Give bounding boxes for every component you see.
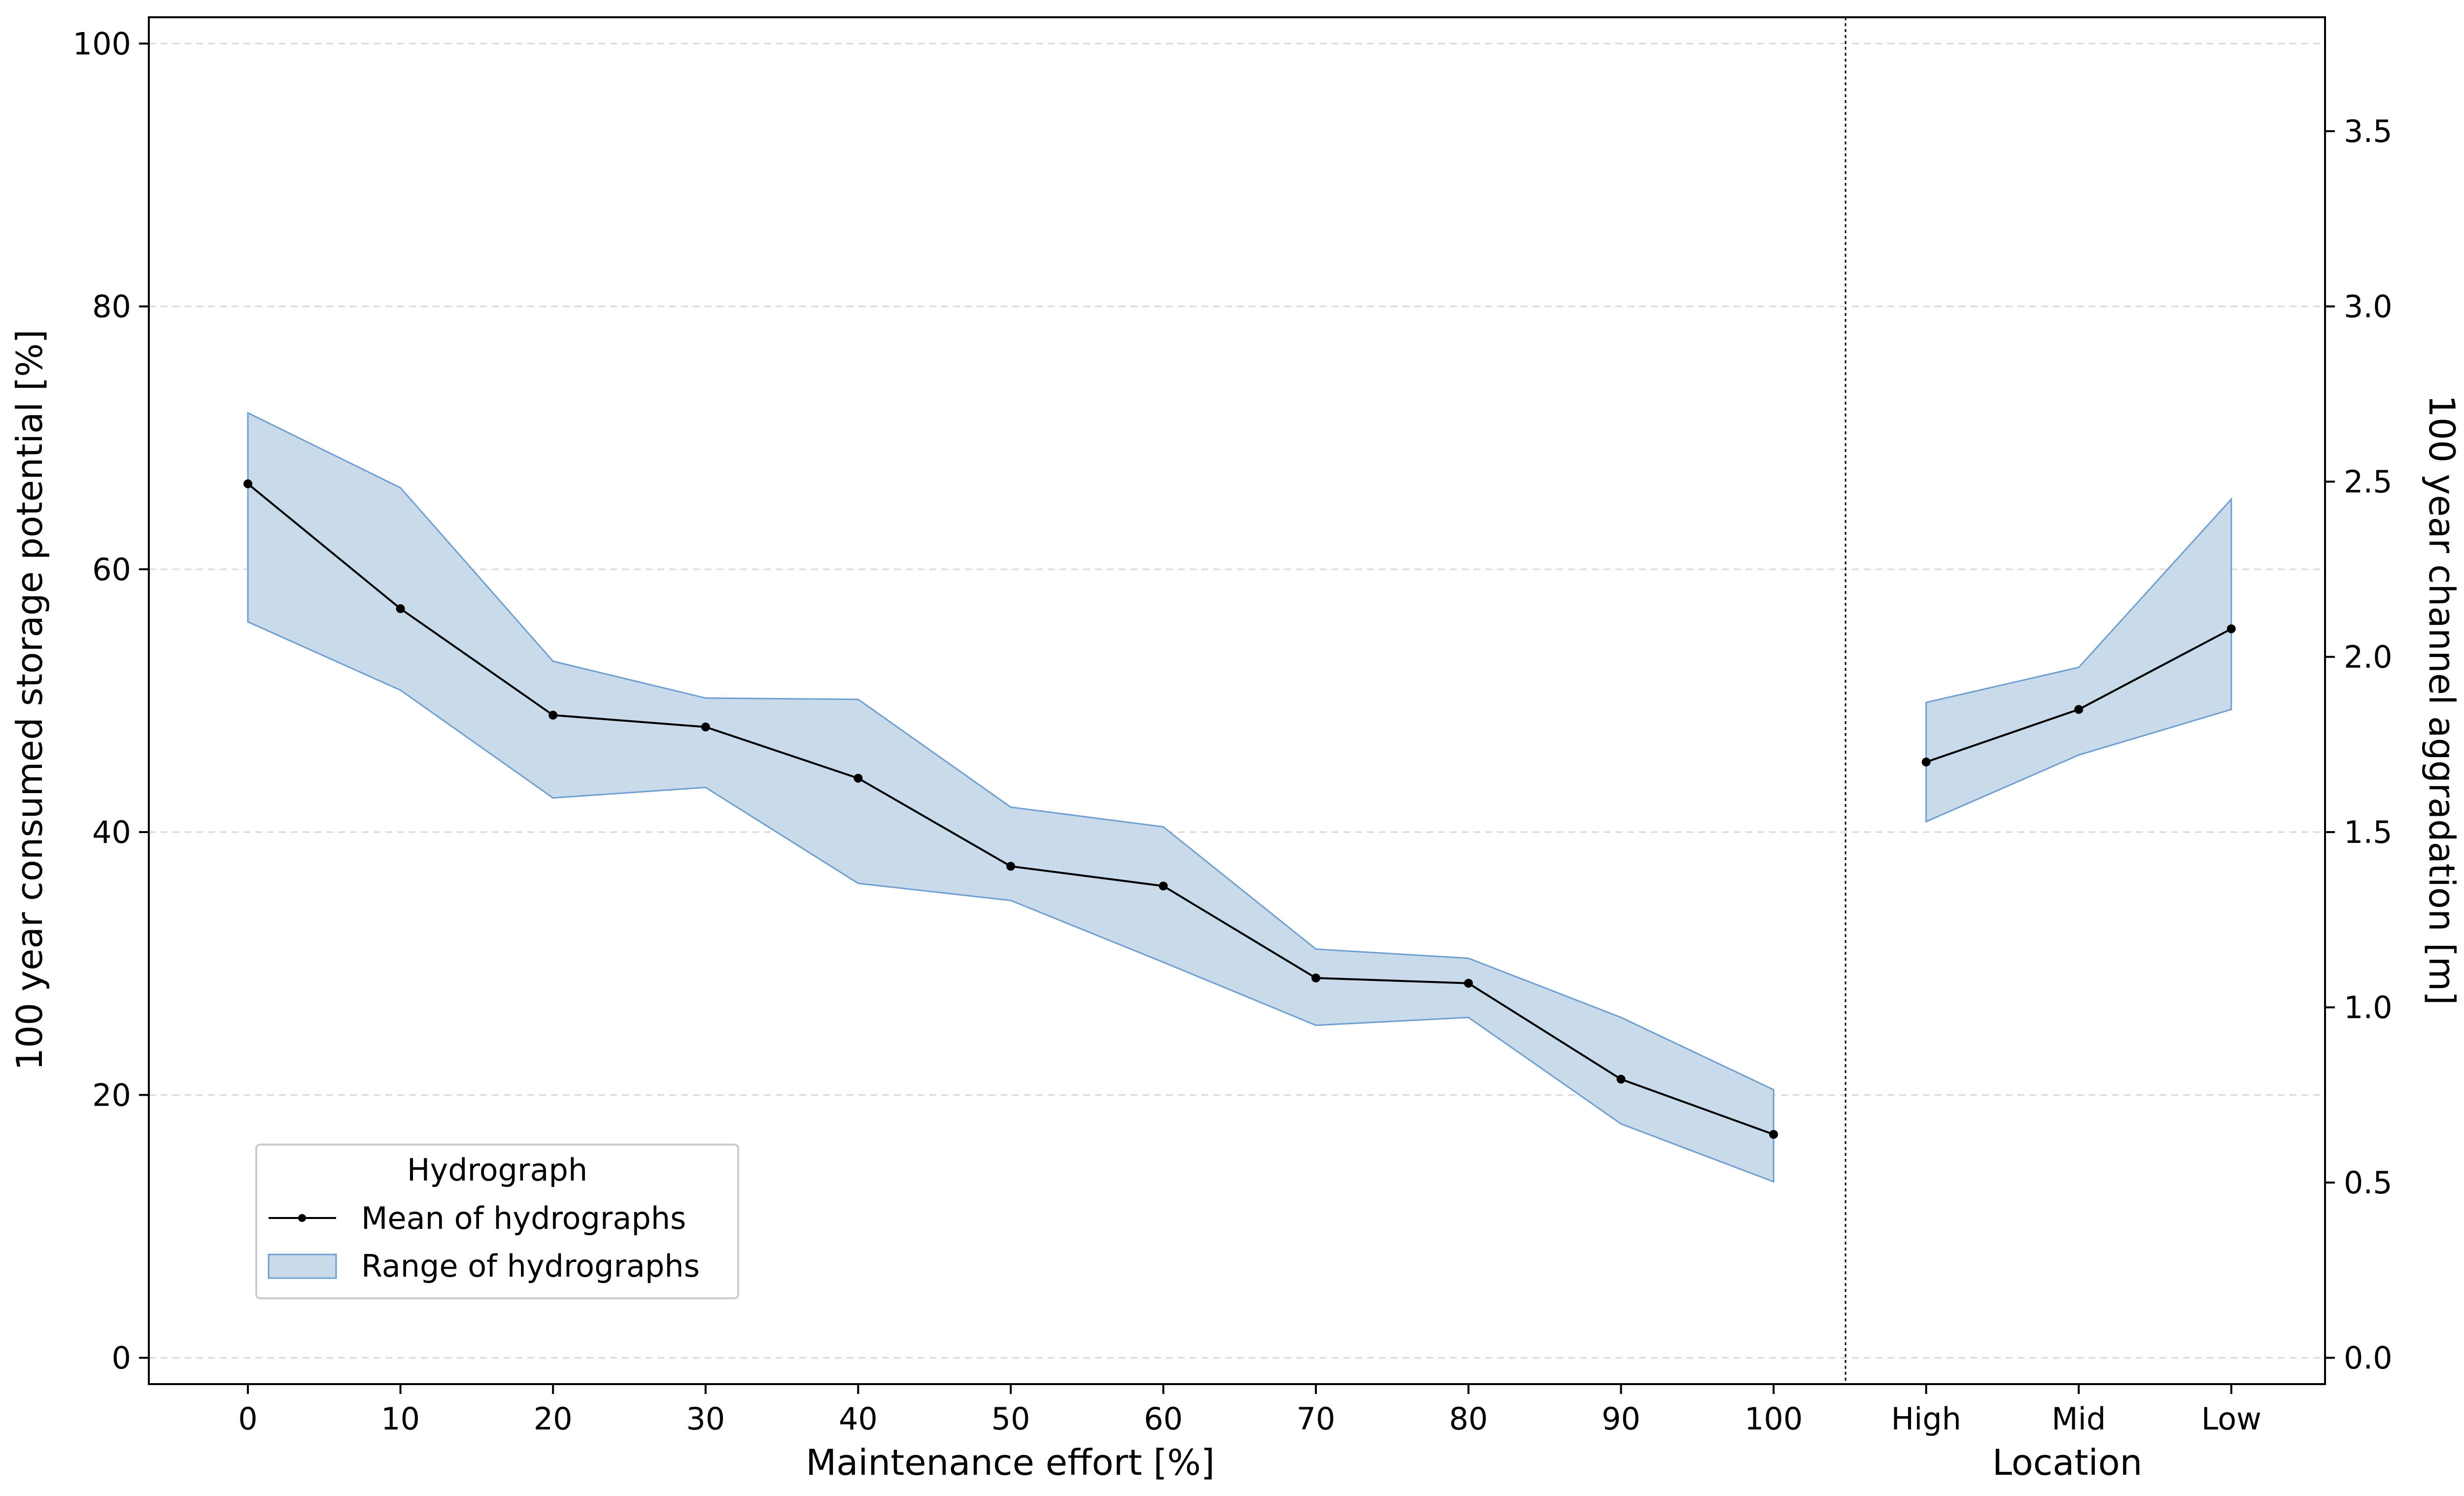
range-band-group	[247, 412, 2232, 1183]
y-right-tick-label: 1.0	[2344, 990, 2393, 1026]
x-tick-label: 20	[534, 1401, 573, 1437]
legend-entry-range: Range of hydrographs	[361, 1248, 700, 1284]
mean-point	[701, 722, 710, 731]
range-band-location	[1925, 497, 2232, 823]
y-axis-label-right: 100 year channel aggradation [m]	[2421, 395, 2463, 1005]
y-right-tick-label: 0.0	[2344, 1340, 2393, 1376]
legend-box	[255, 1144, 739, 1299]
x-tick-label: 30	[686, 1401, 725, 1437]
mean-point	[1616, 1075, 1626, 1084]
y-axis-label-left: 100 year consumed storage potential [%]	[9, 329, 50, 1070]
x-axis-label-location: Location	[1992, 1442, 2143, 1483]
mean-point	[854, 773, 863, 783]
grid-lines	[149, 42, 2325, 1359]
x-tick-label: 70	[1297, 1401, 1335, 1437]
plot-frame	[148, 16, 2326, 1385]
mean-point	[2226, 624, 2236, 633]
x-tick-label: 40	[839, 1401, 878, 1437]
mean-point	[243, 479, 252, 488]
legend-range-swatch	[268, 1253, 337, 1279]
x-tick-label: 60	[1144, 1401, 1183, 1437]
y-right-tick-label: 3.5	[2344, 113, 2393, 149]
x-axis-label-maintenance: Maintenance effort [%]	[806, 1442, 1215, 1483]
legend: Hydrograph Mean of hydrographs Range of …	[255, 1144, 739, 1299]
y-axis-right-ticks: 0.0 0.5 1.0 1.5 2.0 2.5 3.0 3.5	[2325, 113, 2393, 1376]
mean-point	[1311, 974, 1321, 983]
y-right-tick-label: 1.5	[2344, 814, 2393, 850]
y-left-tick-label: 100	[73, 26, 131, 62]
y-right-tick-label: 2.0	[2344, 639, 2393, 675]
y-right-tick-label: 2.5	[2344, 464, 2393, 500]
mean-points-group	[243, 479, 2236, 1139]
x-axis-ticks: 0 10 20 30 40 50 60 70 80 90 100 High Mid Low	[238, 1384, 2261, 1437]
x-tick-label: 90	[1602, 1401, 1641, 1437]
legend-title: Hydrograph	[407, 1152, 587, 1188]
legend-mean-marker-swatch	[298, 1214, 306, 1222]
x-tick-label: 80	[1449, 1401, 1488, 1437]
y-right-tick-label: 3.0	[2344, 289, 2393, 325]
y-right-tick-label: 0.5	[2344, 1165, 2393, 1201]
mean-point	[1769, 1130, 1778, 1139]
mean-point	[396, 604, 405, 613]
x-tick-label: 50	[992, 1401, 1030, 1437]
x-tick-label: 100	[1745, 1401, 1803, 1437]
x-tick-label: High	[1891, 1401, 1961, 1437]
mean-point	[1921, 757, 1931, 766]
x-tick-label: 0	[238, 1401, 257, 1437]
y-axis-left-ticks: 0 20 40 60 80 100	[73, 26, 149, 1376]
x-tick-label: Mid	[2052, 1401, 2106, 1437]
x-tick-label: Low	[2201, 1401, 2261, 1437]
x-tick-label: 10	[381, 1401, 420, 1437]
mean-point	[1159, 881, 1168, 891]
legend-entry-mean: Mean of hydrographs	[361, 1200, 686, 1236]
range-band-maintenance	[247, 412, 1775, 1183]
y-left-tick-label: 0	[112, 1340, 131, 1376]
y-left-tick-label: 20	[92, 1077, 131, 1113]
mean-point	[1464, 978, 1473, 988]
y-left-tick-label: 60	[92, 552, 131, 588]
mean-point	[548, 710, 558, 720]
mean-point	[1006, 862, 1015, 871]
y-left-tick-label: 80	[92, 289, 131, 325]
mean-point	[2074, 705, 2084, 714]
y-left-tick-label: 40	[92, 814, 131, 850]
